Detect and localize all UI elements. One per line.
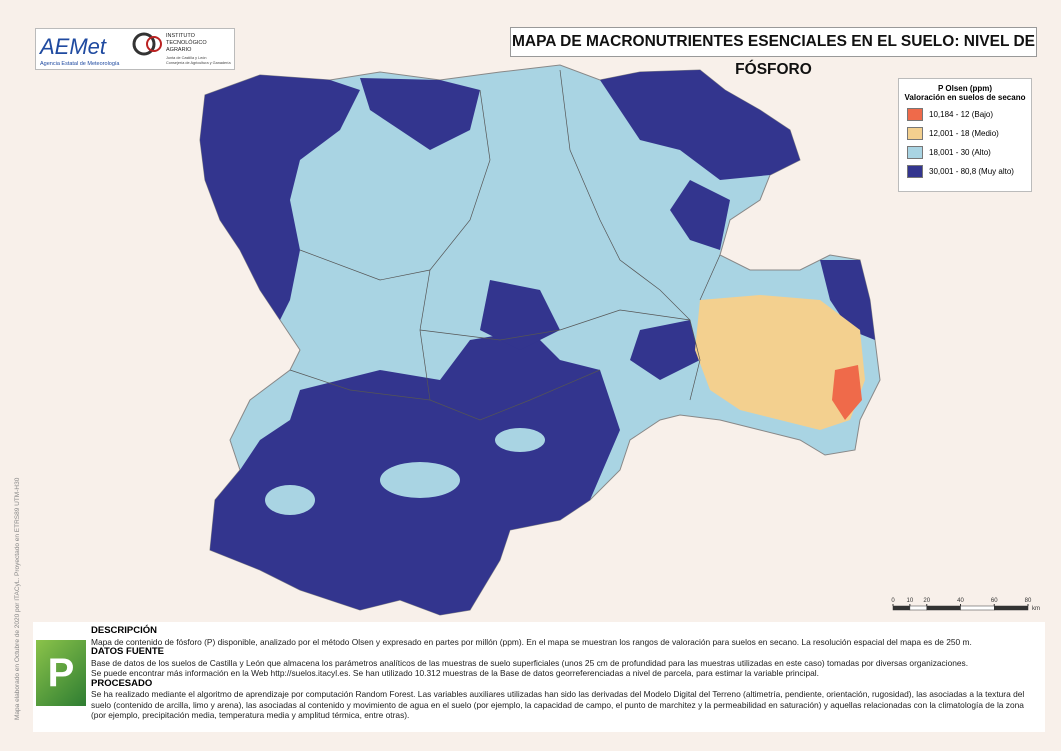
legend-title: P Olsen (ppm) <box>937 84 993 93</box>
legend-label: 12,001 - 18 (Medio) <box>929 129 999 138</box>
map-title: MAPA DE MACRONUTRIENTES ESENCIALES EN EL… <box>510 27 1037 78</box>
section-heading: PROCESADO <box>91 677 153 689</box>
low-zone <box>832 365 862 420</box>
medium-zone <box>695 295 865 430</box>
aemet-logo: AEMet <box>38 34 107 59</box>
scale-label: 0 <box>891 598 895 604</box>
legend-item: 10,184 - 12 (Bajo) <box>907 108 1031 121</box>
legend-item: 12,001 - 18 (Medio) <box>907 127 1031 140</box>
legend-item: 30,001 - 80,8 (Muy alto) <box>907 165 1031 178</box>
itacyl-name: AGRARIO <box>166 47 192 53</box>
legend-swatch <box>907 146 923 159</box>
sections: DESCRIPCIÓN Mapa de contenido de fósforo … <box>91 625 1041 721</box>
aemet-sub: Agencia Estatal de Meteorología <box>40 61 120 67</box>
scale-segment <box>994 605 1029 611</box>
legend: P Olsen (ppm) Valoración en suelos de se… <box>898 78 1032 192</box>
side-note: Mapa elaborado en Octubre de 2020 por IT… <box>14 477 21 720</box>
itacyl-name: INSTITUTO <box>166 33 196 39</box>
scale-label: 80 <box>1025 598 1032 604</box>
scale-label: 60 <box>991 598 998 604</box>
legend-label: 30,001 - 80,8 (Muy alto) <box>929 167 1014 176</box>
section-text: Mapa de contenido de fósforo (P) disponi… <box>91 636 972 647</box>
scale-segment <box>892 605 911 611</box>
section-text: Se ha realizado mediante el algoritmo de… <box>91 689 1025 720</box>
section-heading: DESCRIPCIÓN <box>91 625 157 636</box>
scale-label: 10 <box>907 598 914 604</box>
legend-item: 18,001 - 30 (Alto) <box>907 146 1031 159</box>
logos: AEMet Agencia Estatal de Meteorología IN… <box>35 28 235 70</box>
itacyl-sub: Junta de Castilla y León <box>166 56 207 60</box>
legend-subtitle: Valoración en suelos de secano <box>904 93 1026 102</box>
scale-unit: km <box>1032 606 1040 612</box>
scale-label: 40 <box>957 598 964 604</box>
scale-segment <box>960 605 995 611</box>
legend-swatch <box>907 127 923 140</box>
section-heading: DATOS FUENTE <box>91 646 165 657</box>
province-borders <box>289 69 721 421</box>
itacyl-mark <box>132 32 156 56</box>
legend-swatch <box>907 108 923 121</box>
high-patches <box>265 428 545 515</box>
logo-art: AEMet Agencia Estatal de Meteorología IN… <box>38 32 231 67</box>
section-text: Base de datos de los suelos de Castilla … <box>91 657 969 668</box>
badge: P <box>36 640 86 706</box>
scale-segment <box>926 605 961 611</box>
legend-label: 18,001 - 30 (Alto) <box>929 148 991 157</box>
section-text: Se puede encontrar más información en la… <box>91 668 819 678</box>
legend-label: 10,184 - 12 (Bajo) <box>929 110 994 119</box>
itacyl-mark <box>146 36 162 52</box>
itacyl-sub: Consejería de Agricultura y Ganadería <box>166 61 231 65</box>
scale-label: 20 <box>923 598 930 604</box>
itacyl-name: TECNOLÓGICO <box>166 39 207 46</box>
scale-segment <box>909 605 927 611</box>
legend-swatch <box>907 165 923 178</box>
legend-items: 10,184 - 12 (Bajo) 12,001 - 18 (Medio) 18,… <box>899 108 1031 178</box>
info-panel: P DESCRIPCIÓN Mapa de contenido de fósfor… <box>33 622 1045 732</box>
